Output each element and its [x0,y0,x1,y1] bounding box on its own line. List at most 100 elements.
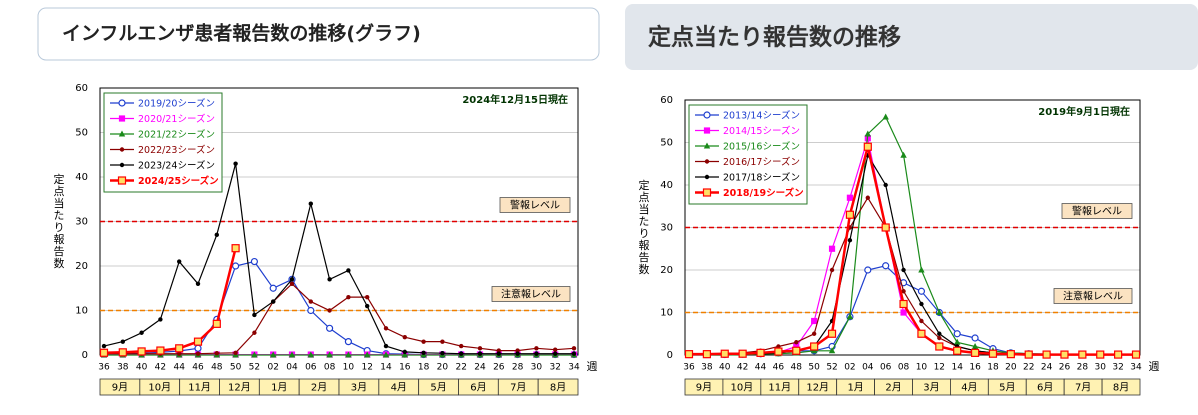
x-tick-label: 02 [844,363,855,373]
x-tick-label: 04 [862,363,874,373]
x-tick-label: 08 [898,363,910,373]
marker [383,343,389,349]
marker [99,348,109,357]
marker [919,318,924,324]
month-label: 3月 [351,382,367,394]
legend-box [688,104,808,205]
x-tick-label: 48 [791,363,803,373]
marker [828,347,836,354]
x-tick-label: 44 [755,363,767,373]
marker [421,339,426,344]
x-tick-label: 42 [737,363,748,373]
legend-label: 2016/17シーズン [723,156,800,168]
marker [402,349,407,355]
month-label: 10月 [731,382,754,394]
month-label: 9月 [112,382,128,394]
legend-marker [119,162,125,168]
month-label: 9月 [696,382,712,394]
x-tick-label: 06 [880,363,892,373]
marker [252,330,257,335]
x-tick-label: 12 [361,363,372,373]
reference-label-box [1061,203,1133,219]
right-header [625,4,1198,70]
marker [937,331,942,336]
marker [288,351,296,358]
marker [794,340,799,345]
marker [139,330,144,335]
marker [899,299,908,309]
marker [195,281,201,286]
marker [382,351,390,358]
marker [919,301,924,307]
marker [345,351,352,358]
x-tick-label: 28 [512,363,524,373]
marker [195,351,201,356]
x-tick-label: 14 [380,363,392,373]
marker [828,245,836,252]
x-tick-label: 20 [1005,363,1017,373]
month-label: 12月 [806,382,829,394]
legend-label: 2015/16シーズン [723,141,800,153]
month-label: 4月 [391,382,407,394]
marker [774,347,783,356]
y-tick-label: 20 [75,261,88,272]
date-annotation: 2024年12月15日現在 [462,93,568,106]
marker [496,348,501,353]
marker [1078,350,1087,359]
marker [936,309,943,315]
x-tick-label: 42 [155,363,166,373]
y-tick-label: 0 [667,350,673,361]
marker [289,277,295,282]
legend-marker [118,99,126,107]
marker [307,306,315,315]
marker [459,351,464,356]
marker [156,346,165,355]
marker [1006,350,1015,359]
legend-label: 2022/23シーズン [138,144,215,156]
marker [845,210,855,219]
marker [269,284,277,292]
marker [175,344,184,353]
marker [865,195,870,200]
x-tick-label: 08 [324,363,336,373]
marker [1060,350,1069,359]
marker [289,281,295,286]
x-tick-label: 04 [286,363,298,373]
legend-marker [118,115,126,122]
legend-label: 2021/22シーズン [138,129,215,141]
y-tick-label: 40 [75,172,88,183]
marker [901,289,906,294]
x-tick-label: 10 [916,363,928,373]
marker [720,349,729,358]
marker [251,351,258,358]
month-label: 2月 [311,382,327,394]
marker [402,335,407,340]
legend-marker [703,142,711,149]
x-tick-label: 24 [1041,363,1053,373]
marker [440,339,445,344]
legend-label: 2013/14シーズン [723,110,800,122]
marker [937,335,942,341]
y-tick-label: 10 [660,308,673,319]
reference-label: 警報レベル [510,199,560,212]
x-tick-label: 32 [549,363,560,373]
date-annotation: 2019年9月1日現在 [1038,105,1130,118]
x-tick-label: 30 [531,363,543,373]
marker [571,351,577,356]
reference-label: 注意報レベル [1063,290,1123,303]
marker [193,337,203,346]
x-tick-label: 40 [136,363,148,373]
marker [864,266,872,274]
marker [953,346,962,355]
y-tick-label: 30 [75,217,88,228]
legend-label: 2024/25シーズン [138,175,219,187]
y-axis-label: 定点当たり報告数 [52,172,65,269]
marker [1042,350,1051,359]
legend-marker [704,174,710,180]
x-tick-label: 14 [951,363,963,373]
x-tick-label: 20 [437,363,449,373]
marker [120,339,126,344]
x-tick-label: 02 [267,363,278,373]
legend-marker [703,111,711,119]
legend-box [103,92,223,193]
